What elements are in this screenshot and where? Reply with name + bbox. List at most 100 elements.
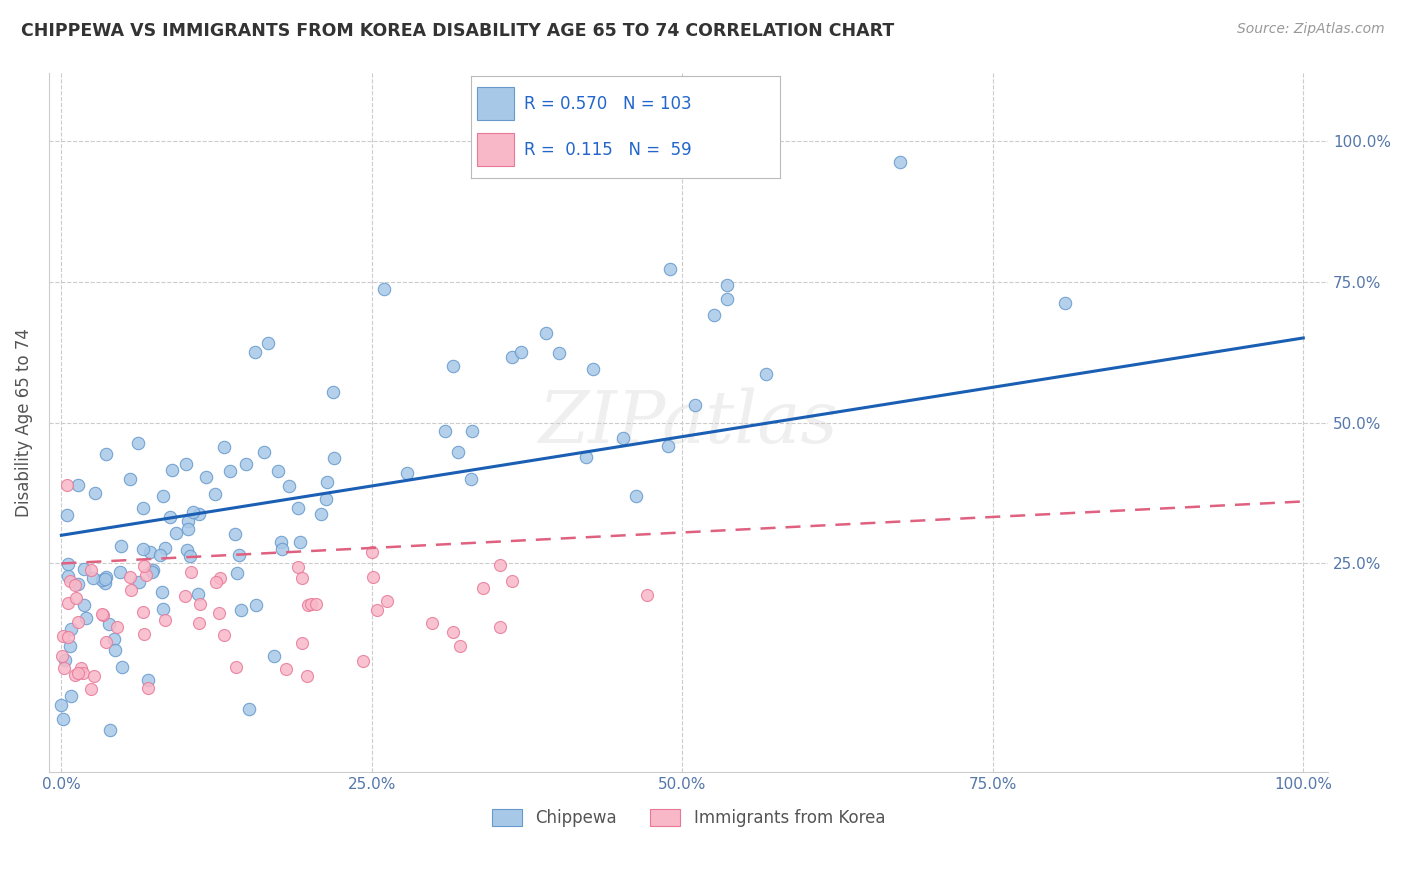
Point: [716, 277, 738, 292]
Point: [118, 471, 141, 485]
Point: [205, 574, 228, 589]
Point: [75, 611, 97, 625]
Point: [287, 501, 309, 516]
Text: Source: ZipAtlas.com: Source: ZipAtlas.com: [1237, 22, 1385, 37]
Point: [278, 479, 301, 493]
Point: [396, 466, 419, 480]
Point: [59, 574, 82, 589]
Point: [295, 669, 318, 683]
Point: [188, 615, 211, 630]
Point: [91, 607, 114, 622]
Point: [461, 424, 484, 438]
Point: [91, 574, 114, 588]
Point: [309, 507, 332, 521]
Point: [100, 723, 122, 737]
Point: [72, 562, 94, 576]
Point: [288, 535, 311, 549]
Point: [226, 566, 249, 581]
Point: [104, 643, 127, 657]
Point: [110, 566, 132, 580]
Point: [179, 549, 201, 563]
Point: [149, 548, 172, 562]
Point: [291, 571, 314, 585]
Point: [271, 542, 294, 557]
Point: [136, 681, 159, 695]
Point: [322, 450, 344, 465]
Point: [110, 539, 132, 553]
Point: [447, 444, 470, 458]
Point: [51, 698, 73, 713]
Point: [626, 489, 648, 503]
Point: [136, 673, 159, 687]
Point: [120, 583, 142, 598]
Point: [52, 629, 75, 643]
Point: [287, 560, 309, 574]
Point: [58, 569, 80, 583]
Point: [238, 702, 260, 716]
Point: [716, 292, 738, 306]
Point: [212, 628, 235, 642]
Point: [434, 424, 457, 438]
Point: [188, 507, 211, 521]
Bar: [477, 133, 515, 166]
Point: [373, 282, 395, 296]
Point: [152, 489, 174, 503]
Point: [103, 632, 125, 646]
Point: [60, 689, 83, 703]
Point: [352, 654, 374, 668]
Point: [73, 599, 96, 613]
Point: [59, 623, 82, 637]
Point: [82, 571, 104, 585]
Point: [96, 634, 118, 648]
Point: [141, 565, 163, 579]
Point: [63, 578, 86, 592]
Point: [177, 522, 200, 536]
Point: [366, 603, 388, 617]
Point: [889, 155, 911, 169]
Legend: Chippewa, Immigrants from Korea: Chippewa, Immigrants from Korea: [485, 802, 891, 834]
Point: [94, 570, 117, 584]
Point: [225, 659, 247, 673]
Point: [194, 470, 217, 484]
Point: [174, 457, 197, 471]
Point: [501, 351, 523, 365]
Point: [187, 587, 209, 601]
Point: [152, 601, 174, 615]
Point: [443, 359, 465, 374]
Point: [118, 570, 141, 584]
Point: [58, 596, 80, 610]
Point: [360, 545, 382, 559]
Text: R = 0.570   N = 103: R = 0.570 N = 103: [523, 95, 692, 112]
Point: [91, 608, 114, 623]
Point: [66, 666, 89, 681]
Point: [160, 462, 183, 476]
Point: [449, 639, 471, 653]
Point: [245, 598, 267, 612]
Point: [67, 615, 90, 630]
Point: [53, 661, 76, 675]
Point: [153, 613, 176, 627]
Point: [94, 572, 117, 586]
Point: [245, 345, 267, 359]
Point: [63, 668, 86, 682]
Point: [70, 660, 93, 674]
Point: [208, 571, 231, 585]
Point: [231, 603, 253, 617]
Y-axis label: Disability Age 65 to 74: Disability Age 65 to 74: [15, 328, 32, 517]
Point: [657, 439, 679, 453]
Point: [501, 574, 523, 588]
Point: [204, 487, 226, 501]
Text: CHIPPEWA VS IMMIGRANTS FROM KOREA DISABILITY AGE 65 TO 74 CORRELATION CHART: CHIPPEWA VS IMMIGRANTS FROM KOREA DISABI…: [21, 22, 894, 40]
Point: [59, 639, 82, 653]
Text: R =  0.115   N =  59: R = 0.115 N = 59: [523, 141, 692, 159]
Point: [489, 558, 512, 572]
Point: [67, 478, 90, 492]
Point: [131, 541, 153, 556]
Point: [297, 598, 319, 612]
Point: [111, 660, 134, 674]
Point: [375, 594, 398, 608]
Point: [131, 500, 153, 515]
Point: [659, 262, 682, 277]
Point: [66, 576, 89, 591]
Point: [228, 548, 250, 562]
